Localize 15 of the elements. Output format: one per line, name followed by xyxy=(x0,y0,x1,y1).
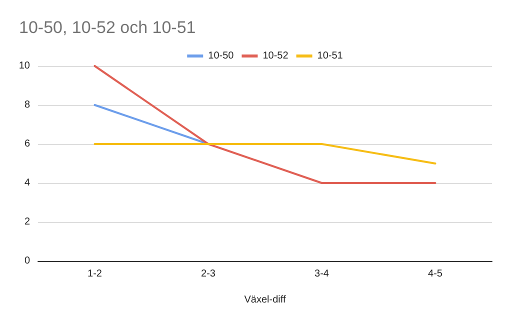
y-tick-label: 0 xyxy=(24,256,30,266)
legend-label: 10-51 xyxy=(317,50,344,62)
legend-label: 10-52 xyxy=(262,50,289,62)
x-axis-title: Växel-diff xyxy=(244,294,286,306)
chart-title: 10-50, 10-52 och 10-51 xyxy=(19,18,196,37)
y-tick-label: 6 xyxy=(24,138,30,150)
y-tick-label: 2 xyxy=(24,216,30,228)
y-tick-label: 4 xyxy=(24,178,30,188)
x-tick-label: 3-4 xyxy=(314,268,330,280)
y-tick-label: 10 xyxy=(18,60,30,72)
x-tick-label: 4-5 xyxy=(428,268,443,280)
x-tick-label: 2-3 xyxy=(201,268,216,280)
y-tick-label: 8 xyxy=(24,100,30,110)
legend-label: 10-50 xyxy=(208,50,234,62)
x-tick-label: 1-2 xyxy=(88,268,102,280)
